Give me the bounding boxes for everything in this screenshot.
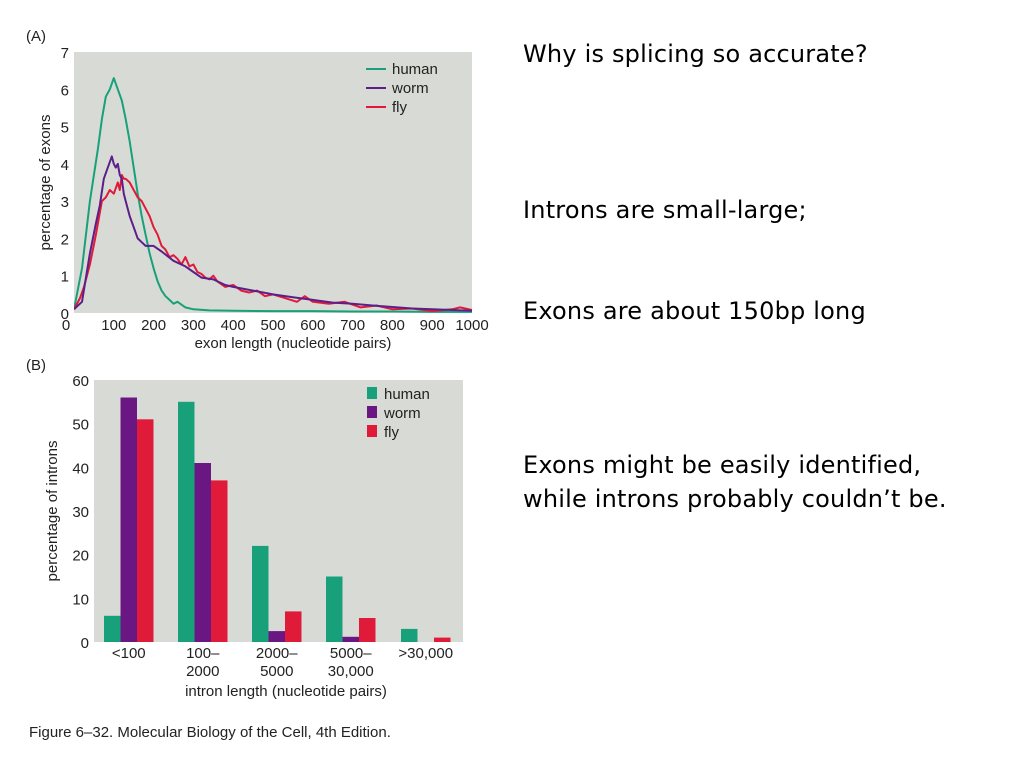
x-tick-label-a: 900 (420, 317, 445, 334)
y-axis-label-b: percentage of introns (44, 441, 61, 582)
bar-fly (285, 611, 302, 642)
y-tick-label-b: 40 (72, 460, 89, 477)
series-line-human (74, 77, 472, 313)
plot-area-b (94, 380, 463, 642)
legend-label-b-human: human (384, 386, 430, 403)
y-tick-label-a: 2 (61, 231, 69, 248)
bar-human (252, 545, 269, 642)
legend-label-a-fly: fly (392, 99, 408, 116)
y-tick-label-a: 4 (61, 157, 69, 174)
legend-label-b-fly: fly (384, 424, 400, 441)
y-tick-label-b: 20 (72, 548, 89, 565)
y-tick-label-b: 30 (72, 504, 89, 521)
y-tick-label-b: 10 (72, 591, 89, 608)
series-line-fly (74, 174, 472, 313)
note-identified-1: Exons might be easily identified, (523, 451, 922, 479)
note-exons: Exons are about 150bp long (523, 297, 866, 325)
y-tick-label-a: 1 (61, 269, 69, 286)
x-tick-label-a: 0 (62, 317, 70, 334)
legend-label-b-worm: worm (383, 405, 421, 422)
y-tick-label-a: 7 (61, 45, 69, 62)
legend-label-a-human: human (392, 61, 438, 78)
panel-label-a: (A) (26, 28, 46, 45)
plot-area-a (74, 52, 472, 313)
x-tick-label-b: 2000– (256, 645, 298, 662)
x-tick-label-a: 200 (141, 317, 166, 334)
bar-fly (359, 618, 376, 642)
x-tick-label-a: 100 (101, 317, 126, 334)
bar-worm (120, 397, 137, 642)
y-tick-label-a: 0 (61, 306, 69, 323)
x-tick-label-b: 5000 (260, 663, 293, 680)
x-tick-label-a: 500 (260, 317, 285, 334)
y-tick-label-b: 0 (81, 635, 89, 652)
bar-worm (268, 631, 285, 642)
bar-human (326, 576, 343, 642)
bar-fly (434, 637, 451, 642)
note-question: Why is splicing so accurate? (523, 40, 868, 68)
legend-swatch-b-worm (367, 406, 377, 418)
x-axis-label-b: intron length (nucleotide pairs) (185, 683, 387, 700)
x-tick-label-a: 700 (340, 317, 365, 334)
legend-swatch-b-human (367, 387, 377, 399)
x-axis-label-a: exon length (nucleotide pairs) (195, 335, 392, 352)
bar-human (401, 628, 418, 642)
y-tick-label-a: 6 (61, 82, 69, 99)
panel-label-b: (B) (26, 357, 46, 374)
bar-fly (137, 419, 154, 642)
x-tick-label-b: >30,000 (398, 645, 453, 662)
y-tick-label-b: 50 (72, 417, 89, 434)
x-tick-label-a: 400 (221, 317, 246, 334)
y-tick-label-a: 5 (61, 120, 69, 137)
x-tick-label-b: <100 (112, 645, 146, 662)
x-tick-label-a: 600 (300, 317, 325, 334)
bar-worm (342, 636, 359, 642)
note-introns: Introns are small-large; (523, 196, 807, 224)
figure-caption: Figure 6–32. Molecular Biology of the Ce… (29, 724, 391, 741)
bar-worm (194, 463, 211, 642)
series-line-worm (74, 155, 472, 312)
x-tick-label-a: 300 (181, 317, 206, 334)
bar-fly (211, 480, 228, 642)
note-identified-2: while introns probably couldn’t be. (523, 485, 947, 513)
y-axis-label-a: percentage of exons (37, 115, 54, 251)
x-tick-label-b: 30,000 (328, 663, 374, 680)
x-tick-label-b: 2000 (186, 663, 219, 680)
y-tick-label-a: 3 (61, 194, 69, 211)
y-tick-label-b: 60 (72, 373, 89, 390)
bar-human (104, 615, 121, 642)
x-tick-label-b: 100– (186, 645, 220, 662)
bar-human (178, 401, 195, 642)
legend-label-a-worm: worm (391, 80, 429, 97)
x-tick-label-a: 800 (380, 317, 405, 334)
legend-swatch-b-fly (367, 425, 377, 437)
x-tick-label-b: 5000– (330, 645, 372, 662)
x-tick-label-a: 1000 (455, 317, 488, 334)
